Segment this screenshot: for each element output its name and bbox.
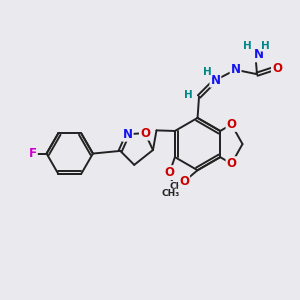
Text: O: O xyxy=(226,118,236,131)
Text: H: H xyxy=(184,90,193,100)
Text: H: H xyxy=(203,67,212,77)
Text: F: F xyxy=(29,147,37,160)
Text: H: H xyxy=(243,41,252,51)
Text: H: H xyxy=(261,41,269,51)
Text: N: N xyxy=(231,63,241,76)
Text: O: O xyxy=(179,175,189,188)
Text: O: O xyxy=(272,62,282,75)
Text: O: O xyxy=(164,166,174,179)
Text: CH₃: CH₃ xyxy=(162,190,180,199)
Text: N: N xyxy=(254,48,263,62)
Text: O: O xyxy=(140,127,150,140)
Text: O: O xyxy=(226,157,236,170)
Text: N: N xyxy=(123,128,133,141)
Text: CH₃: CH₃ xyxy=(169,182,188,191)
Text: N: N xyxy=(210,74,220,87)
